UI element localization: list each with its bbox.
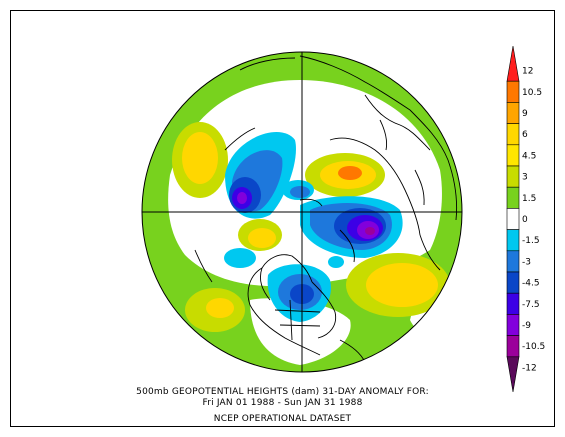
legend-swatch (506, 229, 520, 252)
legend-swatch (506, 45, 520, 82)
legend-swatch (506, 80, 520, 103)
caption-line-3: NCEP OPERATIONAL DATASET (213, 414, 352, 424)
legend-swatch (506, 186, 520, 209)
legend-swatch (506, 165, 520, 188)
legend-label: 6 (522, 130, 528, 140)
caption-line-1: 500mb GEOPOTENTIAL HEIGHTS (dam) 31-DAY … (136, 387, 429, 397)
legend-swatch (506, 250, 520, 273)
legend-swatch (506, 208, 520, 230)
legend-label: -7.5 (522, 300, 540, 310)
legend-label: -1.5 (522, 236, 540, 246)
legend-swatch (506, 102, 520, 124)
legend-label: 9 (522, 109, 528, 119)
legend-label: -4.5 (522, 279, 540, 289)
legend-label: -9 (522, 321, 531, 331)
legend-label: 3 (522, 173, 528, 183)
figure-frame (10, 10, 555, 427)
legend-swatch (506, 271, 520, 294)
legend-swatch (506, 314, 520, 336)
legend-label: -12 (522, 363, 537, 373)
legend-swatch (506, 356, 520, 393)
legend-label: -10.5 (522, 342, 545, 352)
legend-swatch (506, 292, 520, 315)
legend-label: -3 (522, 257, 531, 267)
legend-swatch (506, 123, 520, 146)
legend-label: 4.5 (522, 151, 536, 161)
legend-label: 12 (522, 67, 533, 77)
anomaly-field (142, 52, 462, 372)
legend-label: 10.5 (522, 88, 542, 98)
legend-swatch (506, 335, 520, 358)
caption-line-2: Fri JAN 01 1988 - Sun JAN 31 1988 (202, 398, 363, 408)
colorbar-legend: 12 10.5 9 6 4.5 3 1.5 0 -1.5 -3 -4.5 -7.5 -9 -10.5 -12 (506, 45, 545, 393)
legend-label: 1.5 (522, 194, 536, 204)
legend-label: 0 (522, 215, 528, 225)
legend-swatch (506, 144, 520, 167)
